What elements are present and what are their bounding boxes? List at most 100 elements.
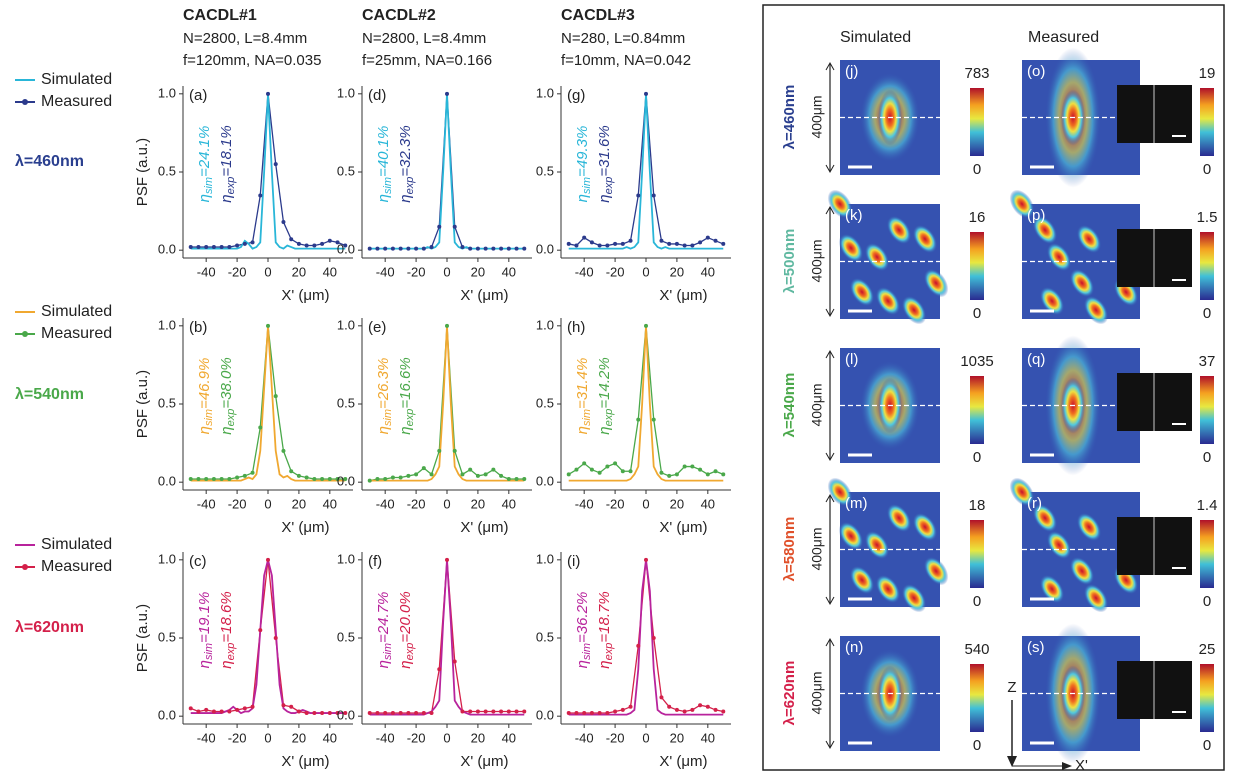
series-marker [390, 246, 395, 251]
x-axis-label: X' (μm) [281, 519, 329, 536]
series-marker [335, 711, 340, 716]
eta-subscript: exp [404, 643, 416, 661]
colorbar [1200, 88, 1214, 156]
series-marker [398, 475, 403, 480]
series-marker [452, 659, 457, 664]
colorbar [1200, 376, 1214, 444]
x-axis-label: X' (μm) [460, 753, 508, 770]
y-tick-label: 0.0 [158, 242, 176, 257]
eta-subscript: exp [603, 177, 615, 195]
x-tick-label: -20 [407, 496, 426, 511]
heatmap-speckle [886, 503, 912, 533]
colorbar-label: 0 [973, 305, 981, 322]
eta-subscript: sim [581, 409, 593, 426]
efficiency-annotation: ηexp=14.2% [596, 357, 615, 434]
series-marker [367, 246, 372, 251]
x-tick-label: -40 [575, 730, 594, 745]
x-tick-label: -40 [376, 730, 395, 745]
y-tick-label: 0.0 [337, 242, 355, 257]
panel-label: (h) [567, 319, 585, 336]
series-line [190, 93, 346, 248]
series-marker [235, 243, 240, 248]
series-marker [667, 704, 672, 709]
legend-marker [22, 564, 28, 570]
series-marker [713, 469, 718, 474]
series-marker [651, 193, 656, 198]
series-marker [597, 243, 602, 248]
series-marker [499, 246, 504, 251]
column-title: CACDL#2 [362, 7, 436, 24]
heatmap-panel-label: (s) [1027, 639, 1045, 656]
x-arrow-head [1062, 762, 1072, 770]
colorbar [1200, 520, 1214, 588]
series-marker [605, 711, 610, 716]
eta-symbol: η [574, 660, 591, 668]
column-params: N=2800, L=8.4mm [362, 30, 486, 47]
x-tick-label: 20 [292, 496, 306, 511]
series-marker [506, 246, 511, 251]
series-line [568, 325, 724, 477]
x-axis-label: X' (μm) [659, 287, 707, 304]
series-marker [266, 91, 270, 96]
eta-symbol: η [574, 194, 591, 202]
series-line [568, 93, 724, 250]
heatmap-speckle [1046, 530, 1072, 560]
x-tick-label: 0 [443, 496, 450, 511]
series-marker [312, 711, 317, 716]
legend-label: Simulated [41, 71, 112, 88]
y-tick-label: 0.0 [158, 708, 176, 723]
y-tick-label: 0.5 [158, 163, 176, 178]
series-marker [468, 246, 473, 251]
series-marker [582, 711, 587, 716]
eta-value: =46.9% [196, 358, 213, 409]
series-marker [514, 477, 519, 482]
series-marker [320, 477, 325, 482]
heatmap-speckle [1009, 477, 1035, 507]
row-wavelength: λ=540nm [15, 386, 84, 403]
panel-row-wavelength: λ=580nm [781, 517, 798, 582]
series-marker [475, 246, 480, 251]
eta-value: =24.7% [375, 592, 392, 643]
series-marker [242, 706, 247, 711]
eta-symbol: η [596, 194, 613, 202]
series-marker [258, 193, 263, 198]
colorbar-label: 19 [1199, 65, 1216, 82]
panel-label: (g) [567, 87, 585, 104]
series-marker [437, 224, 442, 229]
eta-value: =14.2% [596, 357, 613, 408]
series-marker [574, 467, 579, 472]
heatmap-speckle [886, 215, 912, 245]
series-marker [721, 709, 726, 714]
series-marker [445, 323, 449, 328]
eta-symbol: η [574, 426, 591, 434]
series-marker [320, 711, 325, 716]
series-marker [659, 695, 664, 700]
colorbar-label: 0 [973, 737, 981, 754]
series-marker [211, 477, 216, 482]
series-marker [390, 711, 395, 716]
eta-subscript: sim [382, 177, 394, 194]
colorbar-label: 18 [969, 497, 986, 514]
panel-label: (i) [567, 553, 580, 570]
series-marker [196, 477, 201, 482]
series-marker [566, 711, 571, 716]
series-marker [296, 241, 301, 246]
series-marker [390, 475, 395, 480]
series-marker [335, 240, 340, 245]
efficiency-annotation: ηexp=20.0% [397, 591, 416, 668]
series-marker [636, 193, 641, 198]
series-marker [383, 246, 388, 251]
eta-symbol: η [218, 194, 235, 202]
x-tick-label: -40 [575, 496, 594, 511]
series-marker [406, 473, 411, 478]
eta-subscript: exp [404, 409, 416, 427]
series-marker [367, 711, 372, 716]
eta-symbol: η [218, 426, 235, 434]
series-marker [452, 224, 457, 229]
eta-symbol: η [397, 426, 414, 434]
heatmap-panel-label: (k) [845, 207, 863, 224]
series-marker [491, 709, 496, 714]
x-tick-label: 0 [642, 730, 649, 745]
heatmap-speckle [849, 565, 875, 595]
